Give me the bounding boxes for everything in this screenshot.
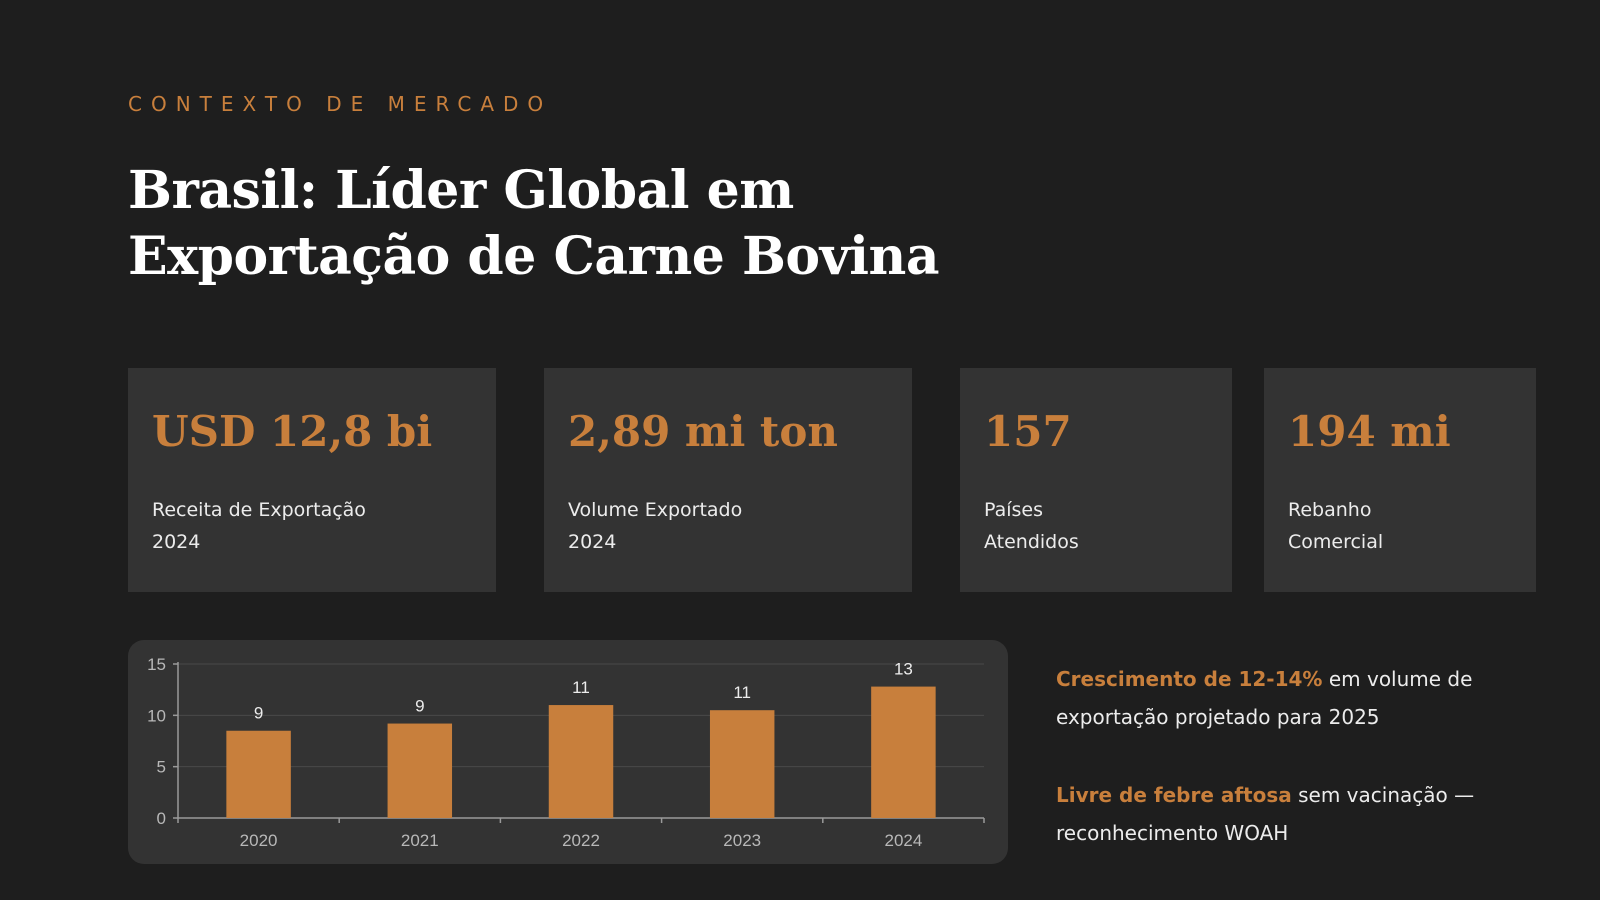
- y-tick-label: 0: [157, 809, 166, 828]
- stat-label-line-1: Volume Exportado: [568, 499, 743, 521]
- y-tick-label: 15: [147, 655, 166, 674]
- stat-label: Países Atendidos: [984, 494, 1208, 558]
- bar-data-label: 11: [572, 678, 590, 697]
- stat-card-herd: 194 mi Rebanho Comercial: [1264, 368, 1536, 592]
- note-fmd-free: Livre de febre aftosa sem vacinação — re…: [1056, 776, 1496, 852]
- x-tick-label: 2024: [884, 831, 922, 850]
- stat-card-countries: 157 Países Atendidos: [960, 368, 1232, 592]
- stat-label-line-2: Atendidos: [984, 531, 1079, 553]
- export-bar-chart: 0 5 10 15 9 2020 9 2021 11 2022 11 2023 13 2024: [147, 655, 985, 850]
- page-title-line-1: Brasil: Líder Global em: [128, 160, 794, 221]
- stat-label-line-1: Países: [984, 499, 1044, 521]
- stat-label: Rebanho Comercial: [1288, 494, 1512, 558]
- note-text: em volume de exportação projetado para 2…: [1056, 667, 1473, 729]
- x-tick-label: 2023: [723, 831, 761, 850]
- bar: [548, 705, 614, 818]
- notes-list: Crescimento de 12-14% em volume de expor…: [1056, 660, 1496, 892]
- stat-label-line-2: Comercial: [1288, 531, 1384, 553]
- page-title-line-2: Exportação de Carne Bovina: [128, 226, 940, 287]
- bar: [871, 686, 936, 818]
- note-growth: Crescimento de 12-14% em volume de expor…: [1056, 660, 1496, 736]
- x-tick-label: 2021: [401, 831, 439, 850]
- stat-label-line-1: Rebanho: [1288, 499, 1372, 521]
- stat-value: 2,89 mi ton: [568, 407, 838, 456]
- section-eyebrow: CONTEXTO DE MERCADO: [128, 92, 553, 116]
- bar-data-label: 9: [415, 697, 424, 716]
- stat-label-line-2: 2024: [568, 531, 617, 553]
- stat-label: Receita de Exportação 2024: [152, 494, 472, 558]
- y-tick-label: 5: [157, 758, 166, 777]
- export-chart-panel: 0 5 10 15 9 2020 9 2021 11 2022 11 2023 13 2024: [128, 640, 1008, 864]
- note-text: sem vacinação — reconhecimento WOAH: [1056, 783, 1475, 845]
- stat-value: 194 mi: [1288, 407, 1451, 456]
- note-highlight: Livre de febre aftosa: [1056, 783, 1292, 807]
- note-highlight: Crescimento de 12-14%: [1056, 667, 1323, 691]
- bar-data-label: 11: [733, 683, 751, 702]
- x-tick-label: 2020: [240, 831, 278, 850]
- stat-label: Volume Exportado 2024: [568, 494, 888, 558]
- stat-card-volume: 2,89 mi ton Volume Exportado 2024: [544, 368, 912, 592]
- bar: [226, 730, 291, 818]
- y-tick-label: 10: [147, 706, 166, 725]
- stat-value: 157: [984, 407, 1072, 456]
- stat-card-revenue: USD 12,8 bi Receita de Exportação 2024: [128, 368, 496, 592]
- bar: [709, 710, 775, 818]
- bar: [387, 723, 453, 818]
- x-tick-label: 2022: [562, 831, 600, 850]
- bar-data-label: 13: [894, 660, 913, 679]
- page-title: Brasil: Líder Global em Exportação de Ca…: [128, 158, 1028, 290]
- stat-value: USD 12,8 bi: [152, 407, 433, 456]
- bar-data-label: 9: [254, 704, 263, 723]
- stat-label-line-1: Receita de Exportação: [152, 499, 366, 521]
- stat-label-line-2: 2024: [152, 531, 201, 553]
